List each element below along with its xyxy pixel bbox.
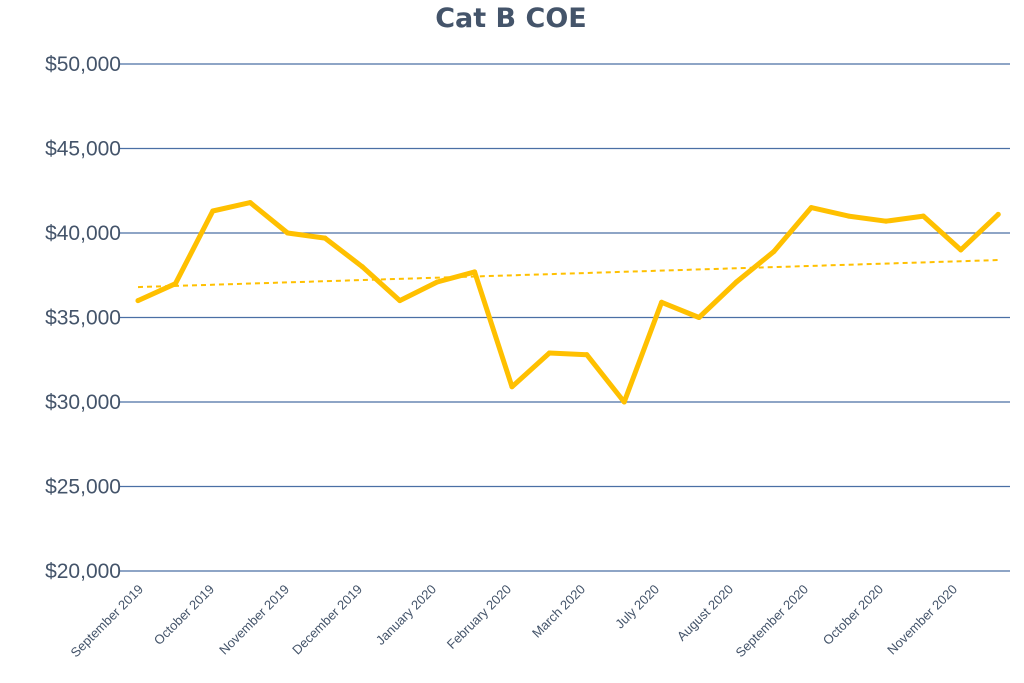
y-tick-label: $30,000 [45,391,121,414]
y-tick-label: $25,000 [45,476,121,499]
series-layer [135,200,1001,405]
x-tick-label: July 2020 [612,582,662,632]
data-point [584,352,590,358]
x-tick-label: March 2020 [529,582,588,641]
chart-title: Cat B COE [435,3,587,34]
data-point [846,213,852,219]
y-axis-ticks: $50,000 $45,000 $40,000 $35,000 $30,000 $25,0… [45,53,121,583]
data-point [247,200,253,206]
x-tick-label: December 2019 [289,582,365,658]
y-tick-label: $50,000 [45,53,121,76]
data-point [472,269,478,275]
x-tick-label: September 2020 [733,582,812,661]
x-tick-label: January 2020 [373,582,439,648]
trendline [137,259,999,289]
data-point [696,315,702,320]
x-tick-label: November 2019 [216,582,292,658]
y-tick-label: $35,000 [45,307,121,330]
data-point [733,279,739,285]
x-tick-label: November 2020 [884,582,960,658]
data-point [958,247,964,253]
y-tick-label: $45,000 [45,138,121,161]
y-tick-label: $20,000 [45,560,121,583]
x-tick-label: February 2020 [444,582,514,652]
data-point [322,235,328,241]
data-point [659,299,665,305]
data-point [397,298,403,304]
data-point [135,298,141,304]
data-point [621,399,627,405]
x-tick-label: October 2020 [820,582,886,648]
data-point [920,213,926,219]
data-point [509,384,515,390]
data-point [359,264,365,270]
y-tick-label: $40,000 [45,222,121,245]
data-point [771,249,777,255]
data-point [172,281,178,287]
x-tick-label: October 2019 [151,582,217,648]
gridlines [119,63,1010,572]
trendline-layer [137,259,999,289]
x-tick-label: September 2019 [68,582,147,661]
x-tick-label: August 2020 [674,582,736,644]
data-point [995,211,1001,217]
series-line [135,200,1001,405]
data-point [285,230,291,236]
data-point [210,208,216,214]
data-point [434,279,440,285]
data-point [808,205,814,211]
data-point [546,350,552,356]
data-point [883,218,889,224]
